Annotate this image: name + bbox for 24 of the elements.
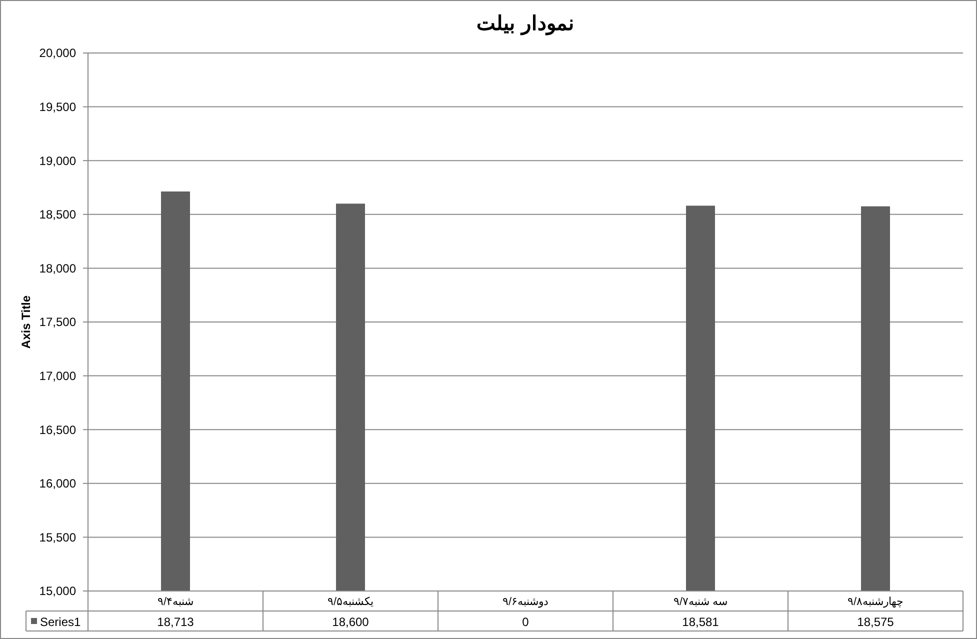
- y-tick-label: 16,000: [39, 476, 76, 491]
- y-tick-label: 15,000: [39, 584, 76, 598]
- data-label: 18,575: [857, 615, 894, 629]
- data-label: 18,581: [682, 615, 720, 629]
- chart-title: نمودار بیلت: [476, 13, 574, 36]
- x-tick-label: یکشنبه۹/۵: [327, 596, 374, 608]
- x-tick-label: دوشنبه۹/۶: [502, 596, 549, 608]
- y-tick-label: 15,500: [39, 530, 76, 544]
- y-tick-label: 18,000: [39, 261, 76, 276]
- x-tick-label: شنبه۹/۴: [157, 596, 194, 608]
- y-tick-label: 18,500: [39, 208, 76, 222]
- data-label: 18,600: [332, 615, 370, 629]
- text: 0: [522, 615, 529, 629]
- data-label: 18,713: [157, 615, 194, 629]
- x-tick-label: چهارشنبه۹/۸: [847, 596, 904, 608]
- y-tick-label: 20,000: [39, 46, 76, 60]
- y-axis-title: Axis Title: [19, 295, 33, 349]
- y-tick-label: 19,000: [39, 154, 76, 168]
- x-tick-label: سه شنبه۹/۷: [673, 596, 728, 608]
- y-tick-label: 19,500: [39, 100, 76, 114]
- legend-label: Series1: [40, 615, 82, 629]
- y-tick-label: 16,500: [39, 422, 76, 437]
- y-tick-label: 17,500: [39, 315, 76, 330]
- y-tick-label: 17,000: [39, 369, 76, 383]
